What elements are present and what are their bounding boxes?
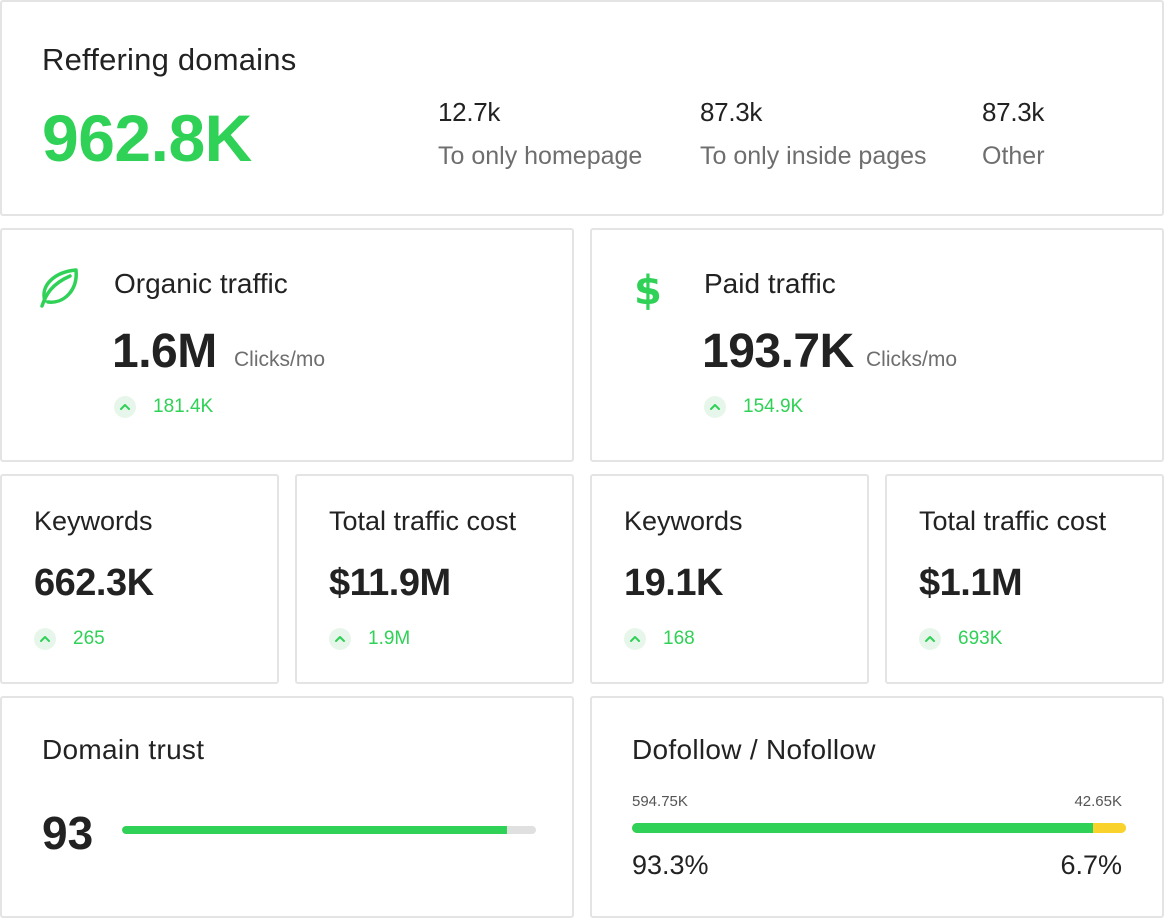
stat-label: Other [982,142,1045,170]
card-value: $11.9M [329,562,451,604]
dofollow-count: 594.75K [632,793,688,810]
delta-value: 168 [663,628,695,649]
paid-traffic-delta: 154.9K [704,396,803,418]
stat-homepage: 12.7k To only homepage [438,97,642,171]
domain-trust-bar-fill [122,826,508,834]
chevron-up-icon [919,628,941,650]
card-delta: 693K [919,628,1002,650]
dofollow-nofollow-title: Dofollow / Nofollow [632,734,876,765]
domain-trust-card: Domain trust 93 [0,696,574,918]
dofollow-nofollow-card: Dofollow / Nofollow 594.75K 42.65K 93.3%… [590,696,1164,918]
organic-traffic-unit: Clicks/mo [234,348,326,371]
stat-inside-pages: 87.3k To only inside pages [700,97,927,171]
organic-traffic-card: Organic traffic 1.6M Clicks/mo 181.4K [0,228,574,462]
organic-traffic-title: Organic traffic [114,268,288,299]
stat-label: To only inside pages [700,142,927,170]
delta-value: 1.9M [368,628,411,649]
card-title: Keywords [34,506,153,536]
card-delta: 1.9M [329,628,410,650]
paid-traffic-cost-card: Total traffic cost $1.1M 693K [885,474,1164,684]
organic-traffic-delta: 181.4K [114,396,213,418]
card-title: Total traffic cost [919,506,1107,536]
card-value: $1.1M [919,562,1023,604]
delta-value: 154.9K [743,396,804,417]
nofollow-percent: 6.7% [1060,850,1122,880]
card-title: Keywords [624,506,743,536]
delta-value: 265 [73,628,105,649]
card-delta: 168 [624,628,695,650]
paid-traffic-unit: Clicks/mo [866,348,958,371]
referring-domains-total: 962.8K [42,101,252,175]
chevron-up-icon [329,628,351,650]
stat-value: 87.3k [982,97,1045,127]
leaf-icon [36,266,82,312]
paid-keywords-card: Keywords 19.1K 168 [590,474,869,684]
dofollow-percent: 93.3% [632,850,709,880]
chevron-up-icon [624,628,646,650]
referring-domains-card: Reffering domains 962.8K 12.7k To only h… [0,0,1164,216]
dollar-icon: $ [626,266,672,314]
paid-traffic-value: 193.7K [702,325,854,378]
svg-text:$: $ [634,268,662,312]
domain-trust-value: 93 [42,807,94,859]
paid-traffic-card: $ Paid traffic 193.7K Clicks/mo 154.9K [590,228,1164,462]
dofollow-bar-segment [632,823,1093,833]
stat-value: 12.7k [438,97,501,127]
organic-keywords-card: Keywords 662.3K 265 [0,474,279,684]
card-value: 19.1K [624,562,723,604]
chevron-up-icon [704,396,726,418]
stat-label: To only homepage [438,142,643,170]
card-value: 662.3K [34,562,154,604]
domain-trust-bar [122,826,536,834]
card-delta: 265 [34,628,105,650]
chevron-up-icon [114,396,136,418]
nofollow-bar-segment [1092,823,1126,833]
dofollow-nofollow-bar [632,823,1126,833]
card-title: Total traffic cost [329,506,517,536]
delta-value: 693K [958,628,1003,649]
referring-domains-title: Reffering domains [42,42,297,77]
stat-value: 87.3k [700,97,763,127]
stat-other: 87.3k Other [982,97,1045,171]
paid-traffic-title: Paid traffic [704,268,836,299]
organic-traffic-value: 1.6M [112,325,217,378]
organic-traffic-cost-card: Total traffic cost $11.9M 1.9M [295,474,574,684]
domain-trust-title: Domain trust [42,734,205,765]
chevron-up-icon [34,628,56,650]
delta-value: 181.4K [153,396,214,417]
nofollow-count: 42.65K [1074,793,1122,810]
